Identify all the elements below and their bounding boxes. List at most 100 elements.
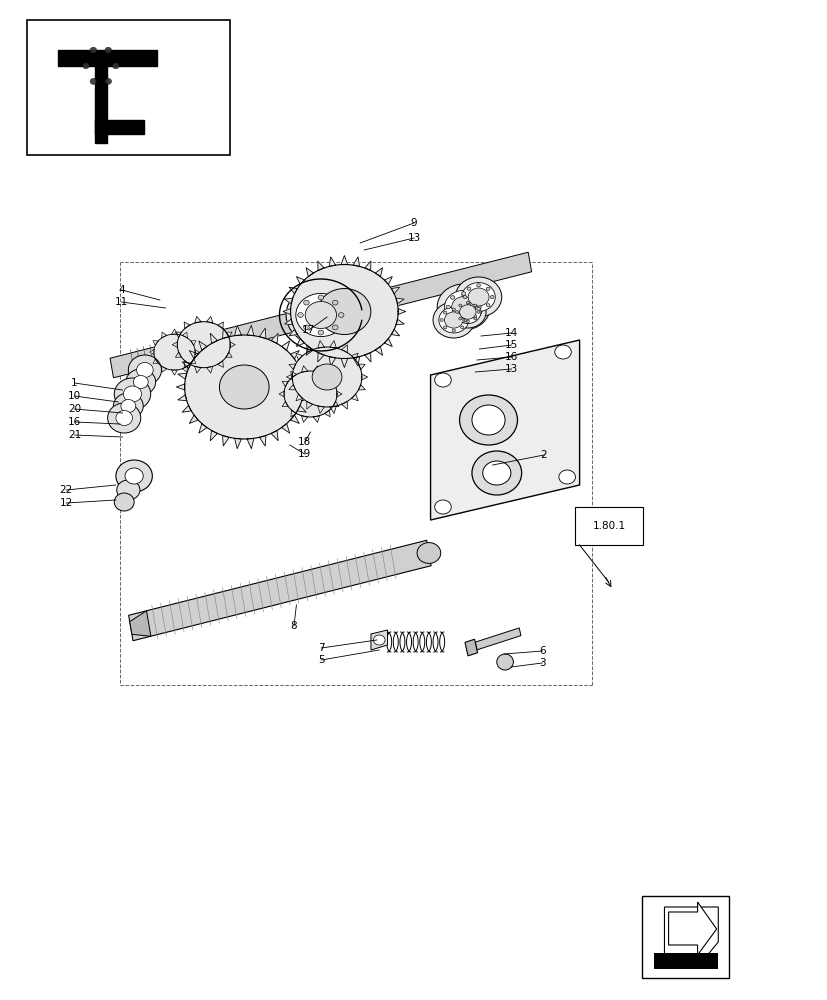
Ellipse shape	[114, 493, 134, 511]
Ellipse shape	[126, 369, 155, 395]
Text: 22: 22	[60, 485, 73, 495]
Polygon shape	[198, 341, 207, 350]
Polygon shape	[279, 391, 284, 397]
Polygon shape	[153, 341, 158, 345]
Polygon shape	[297, 405, 306, 412]
Ellipse shape	[304, 300, 308, 305]
Text: 13: 13	[504, 364, 518, 374]
Ellipse shape	[472, 315, 476, 318]
Text: 4: 4	[118, 285, 125, 295]
Polygon shape	[306, 401, 313, 409]
Bar	[575, 507, 643, 545]
Ellipse shape	[434, 373, 451, 387]
Polygon shape	[465, 639, 477, 656]
Polygon shape	[307, 345, 313, 353]
Ellipse shape	[496, 654, 513, 670]
Polygon shape	[171, 370, 177, 375]
Polygon shape	[206, 366, 213, 373]
Polygon shape	[226, 332, 232, 337]
Text: 10: 10	[68, 391, 81, 401]
Polygon shape	[110, 252, 531, 378]
Polygon shape	[395, 298, 404, 304]
Ellipse shape	[461, 292, 466, 295]
Ellipse shape	[128, 355, 161, 385]
Polygon shape	[318, 353, 323, 362]
Ellipse shape	[117, 480, 140, 500]
Polygon shape	[364, 261, 370, 271]
Polygon shape	[351, 394, 358, 401]
Polygon shape	[384, 339, 392, 346]
Ellipse shape	[458, 317, 461, 320]
Ellipse shape	[304, 325, 308, 330]
Ellipse shape	[318, 295, 323, 300]
Text: 5: 5	[318, 655, 324, 665]
Polygon shape	[289, 385, 295, 390]
Polygon shape	[218, 361, 223, 367]
Polygon shape	[259, 328, 265, 339]
Polygon shape	[306, 346, 313, 355]
Polygon shape	[301, 373, 310, 379]
Ellipse shape	[455, 277, 501, 317]
Ellipse shape	[123, 386, 141, 402]
Polygon shape	[194, 366, 201, 373]
Polygon shape	[318, 406, 324, 413]
Polygon shape	[337, 391, 342, 397]
Text: 14: 14	[504, 328, 518, 338]
Ellipse shape	[471, 451, 521, 495]
Polygon shape	[218, 322, 223, 329]
Ellipse shape	[466, 301, 469, 304]
Polygon shape	[375, 346, 382, 355]
Polygon shape	[341, 401, 347, 409]
Polygon shape	[182, 362, 191, 369]
Ellipse shape	[332, 300, 337, 305]
Polygon shape	[430, 340, 579, 520]
Ellipse shape	[482, 461, 510, 485]
Ellipse shape	[476, 284, 480, 287]
Polygon shape	[341, 345, 347, 353]
Ellipse shape	[105, 47, 112, 53]
Polygon shape	[341, 256, 347, 265]
Polygon shape	[318, 261, 323, 271]
Polygon shape	[384, 277, 392, 285]
Ellipse shape	[450, 296, 454, 299]
Polygon shape	[358, 364, 365, 369]
Ellipse shape	[476, 311, 480, 313]
Polygon shape	[259, 435, 265, 446]
Ellipse shape	[443, 311, 447, 314]
Ellipse shape	[133, 375, 148, 388]
Ellipse shape	[219, 365, 269, 409]
Ellipse shape	[461, 283, 495, 311]
Polygon shape	[663, 907, 718, 962]
Polygon shape	[352, 357, 359, 366]
Polygon shape	[289, 329, 297, 336]
Polygon shape	[329, 257, 335, 266]
Text: 12: 12	[60, 498, 73, 508]
Polygon shape	[296, 339, 304, 346]
Ellipse shape	[490, 295, 494, 299]
Ellipse shape	[450, 315, 454, 318]
Text: 11: 11	[115, 297, 128, 307]
Ellipse shape	[434, 500, 451, 514]
Ellipse shape	[113, 393, 143, 419]
Polygon shape	[234, 438, 241, 449]
Ellipse shape	[373, 635, 385, 645]
Polygon shape	[329, 341, 336, 348]
Polygon shape	[270, 430, 278, 441]
Polygon shape	[95, 120, 144, 134]
Polygon shape	[210, 430, 218, 441]
Polygon shape	[318, 341, 324, 348]
Ellipse shape	[417, 543, 440, 563]
Polygon shape	[281, 424, 289, 433]
Polygon shape	[153, 359, 158, 364]
Ellipse shape	[460, 326, 463, 329]
Polygon shape	[295, 353, 303, 360]
Ellipse shape	[466, 320, 469, 323]
Bar	[653, 953, 717, 969]
Polygon shape	[329, 357, 335, 366]
Ellipse shape	[437, 284, 490, 330]
Polygon shape	[290, 410, 296, 417]
Polygon shape	[313, 416, 319, 422]
Ellipse shape	[464, 319, 467, 321]
Text: 7: 7	[318, 643, 324, 653]
Ellipse shape	[476, 305, 480, 309]
